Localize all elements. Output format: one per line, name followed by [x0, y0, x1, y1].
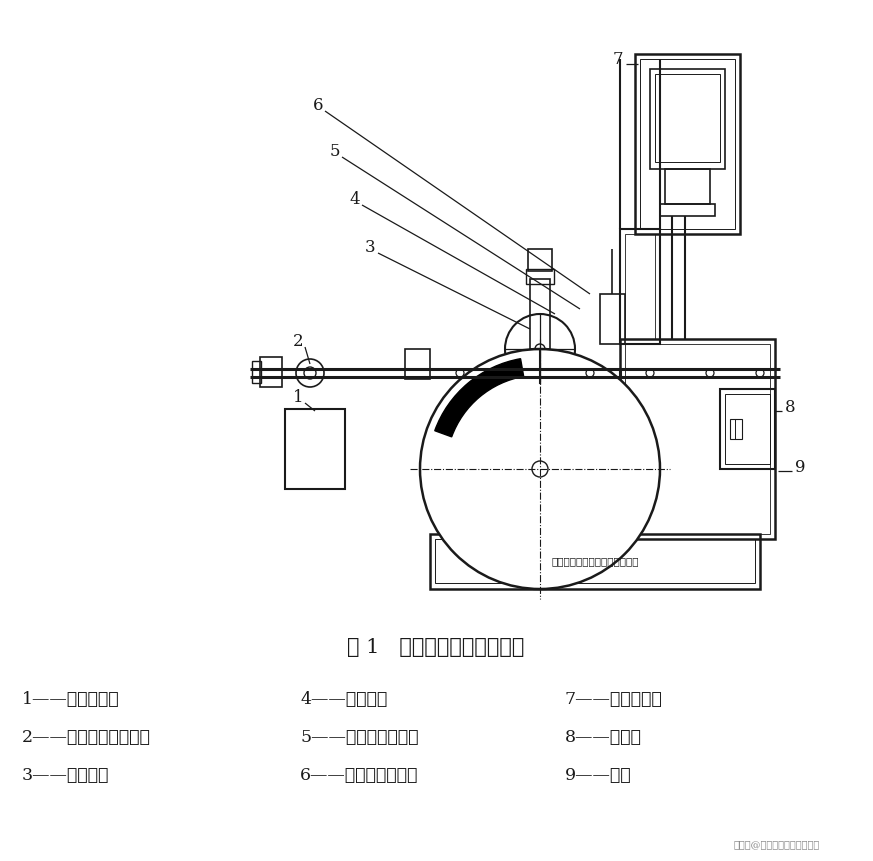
Text: 搜狐号@沭阳县市政工程仪器厂: 搜狐号@沭阳县市政工程仪器厂: [733, 839, 820, 848]
Bar: [526, 269, 554, 285]
Circle shape: [706, 369, 714, 378]
Circle shape: [535, 344, 545, 355]
Bar: [620, 230, 660, 344]
Text: 8: 8: [785, 399, 795, 416]
Wedge shape: [435, 359, 524, 437]
Bar: [528, 250, 552, 272]
Text: 2——调整臂（配重）；: 2——调整臂（配重）；: [22, 728, 151, 746]
Bar: [600, 294, 625, 344]
Circle shape: [756, 369, 764, 378]
Text: 6——粗沙输沙装置；: 6——粗沙输沙装置；: [300, 766, 418, 784]
Bar: [650, 70, 725, 170]
Bar: [260, 357, 282, 387]
Bar: [625, 235, 655, 339]
Text: 3: 3: [365, 239, 375, 257]
Text: 3——道路轮；: 3——道路轮；: [22, 766, 109, 784]
Circle shape: [586, 369, 594, 378]
Text: 7: 7: [613, 52, 623, 68]
Text: 1: 1: [292, 389, 303, 406]
Text: 5: 5: [330, 143, 340, 160]
Bar: [725, 394, 770, 464]
Bar: [655, 75, 720, 163]
Text: 7——供水装置；: 7——供水装置；: [565, 691, 663, 708]
Bar: [660, 205, 715, 217]
Bar: [625, 344, 770, 535]
Text: 2: 2: [292, 333, 303, 350]
Bar: [730, 419, 742, 439]
Bar: [430, 535, 760, 589]
Bar: [640, 60, 735, 230]
Circle shape: [304, 368, 316, 380]
Bar: [285, 410, 345, 489]
Circle shape: [646, 369, 654, 378]
Text: 4——橡胶轮；: 4——橡胶轮；: [300, 691, 388, 708]
Bar: [635, 55, 740, 235]
Bar: [620, 339, 775, 539]
Text: 江苏省沭阳县市政仪器有限公司: 江苏省沭阳县市政仪器有限公司: [551, 557, 639, 566]
Text: 9: 9: [794, 459, 805, 476]
Text: 1——调荷总成；: 1——调荷总成；: [22, 691, 120, 708]
Circle shape: [505, 314, 575, 385]
Bar: [252, 362, 261, 383]
Bar: [530, 280, 550, 350]
Text: 8——机体；: 8——机体；: [565, 728, 642, 746]
Circle shape: [296, 360, 324, 387]
Text: 5——细沙输沙装置；: 5——细沙输沙装置；: [300, 728, 418, 746]
Text: 6: 6: [313, 96, 323, 114]
Circle shape: [532, 461, 548, 478]
Text: 4: 4: [350, 191, 361, 208]
Text: 9——试件: 9——试件: [565, 766, 632, 784]
Bar: [405, 350, 430, 380]
Text: 图 1   加速磨光机结构示意图: 图 1 加速磨光机结构示意图: [347, 638, 525, 657]
Circle shape: [456, 369, 464, 378]
Bar: [720, 389, 775, 469]
Bar: [665, 170, 710, 205]
Circle shape: [420, 350, 660, 589]
Bar: [435, 539, 755, 583]
